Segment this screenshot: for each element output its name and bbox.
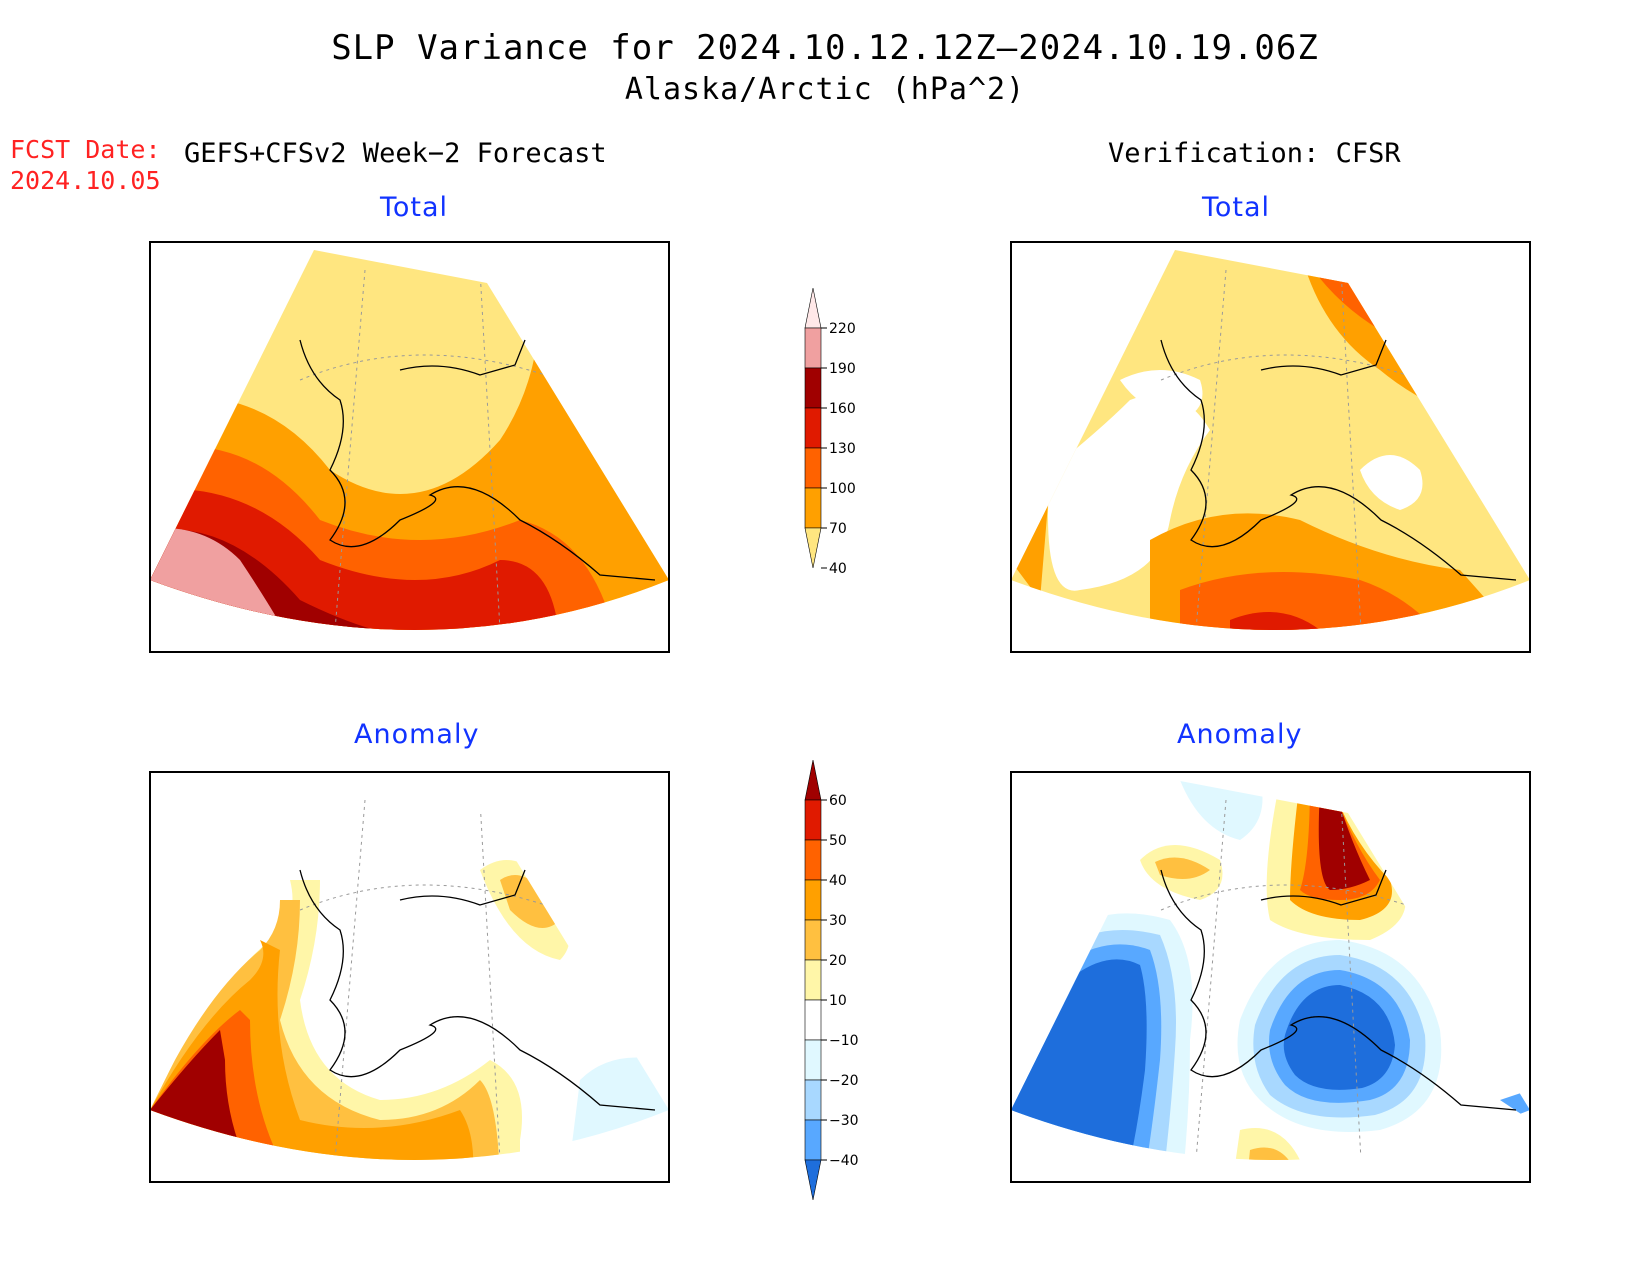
total-colorbar-segment <box>804 367 822 409</box>
anomaly-colorbar-segment <box>804 799 822 841</box>
total-colorbar: 220 190 160 130 100 70 40 <box>804 287 856 577</box>
anomaly-colorbar-segment <box>804 839 822 881</box>
anomaly-colorbar-segment <box>804 999 822 1041</box>
total-colorbar-tick-label: 100 <box>829 481 856 497</box>
forecast-date-value: 2024.10.05 <box>10 166 161 195</box>
total-colorbar-segment <box>804 527 822 569</box>
forecast-date-label: FCST Date: <box>10 135 161 164</box>
total-colorbar-tick-label: 40 <box>829 561 847 577</box>
anomaly-colorbar-segment <box>804 959 822 1001</box>
figure-subtitle: Alaska/Arctic (hPa^2) <box>624 72 1026 107</box>
anomaly-colorbar-tick-label: 10 <box>829 993 847 1009</box>
total-colorbar-segment <box>804 287 822 329</box>
anomaly-colorbar-tick-label: −40 <box>829 1153 859 1169</box>
verification-column-header: Verification: CFSR <box>1108 138 1401 169</box>
total-colorbar-tick-label: 70 <box>829 521 847 537</box>
panel-title-forecast-anomaly: Anomaly <box>354 719 480 750</box>
forecast-anomaly-map <box>149 771 670 1183</box>
verification-anomaly-map <box>1010 771 1531 1183</box>
anomaly-colorbar-tick-label: 30 <box>829 913 847 929</box>
anomaly-colorbar-segment <box>804 1119 822 1161</box>
total-colorbar-segment <box>804 487 822 529</box>
panel-title-forecast-total: Total <box>380 192 449 223</box>
total-colorbar-segment <box>804 327 822 369</box>
total-colorbar-tick-label: 130 <box>829 441 856 457</box>
figure-title: SLP Variance for 2024.10.12.12Z–2024.10.… <box>331 28 1319 68</box>
total-colorbar-segment <box>804 447 822 489</box>
anomaly-colorbar-segment <box>804 879 822 921</box>
total-colorbar-tick-label: 220 <box>829 321 856 337</box>
forecast-total-map <box>149 241 670 653</box>
anomaly-colorbar-segment <box>804 919 822 961</box>
anomaly-colorbar-segment <box>804 1079 822 1121</box>
anomaly-colorbar-segment <box>804 759 822 801</box>
total-colorbar-segment <box>804 407 822 449</box>
anomaly-colorbar-tick-label: 50 <box>829 833 847 849</box>
panel-title-verification-anomaly: Anomaly <box>1177 719 1303 750</box>
forecast-column-header: GEFS+CFSv2 Week−2 Forecast <box>184 138 607 169</box>
total-colorbar-tick-label: 160 <box>829 401 856 417</box>
anomaly-colorbar-tick-label: 60 <box>829 793 847 809</box>
anomaly-colorbar-tick-label: 40 <box>829 873 847 889</box>
anomaly-colorbar-segment <box>804 1159 822 1201</box>
anomaly-colorbar-tick-label: −20 <box>829 1073 859 1089</box>
verification-total-map <box>1010 241 1531 653</box>
anomaly-colorbar-tick-label: −30 <box>829 1113 859 1129</box>
anomaly-colorbar-segment <box>804 1039 822 1081</box>
panel-title-verification-total: Total <box>1202 192 1271 223</box>
anomaly-colorbar: 60 50 40 30 20 10 −10 −20 −30 −40 <box>804 759 859 1201</box>
anomaly-colorbar-tick-label: 20 <box>829 953 847 969</box>
total-colorbar-tick-label: 190 <box>829 361 856 377</box>
anomaly-colorbar-tick-label: −10 <box>829 1033 859 1049</box>
